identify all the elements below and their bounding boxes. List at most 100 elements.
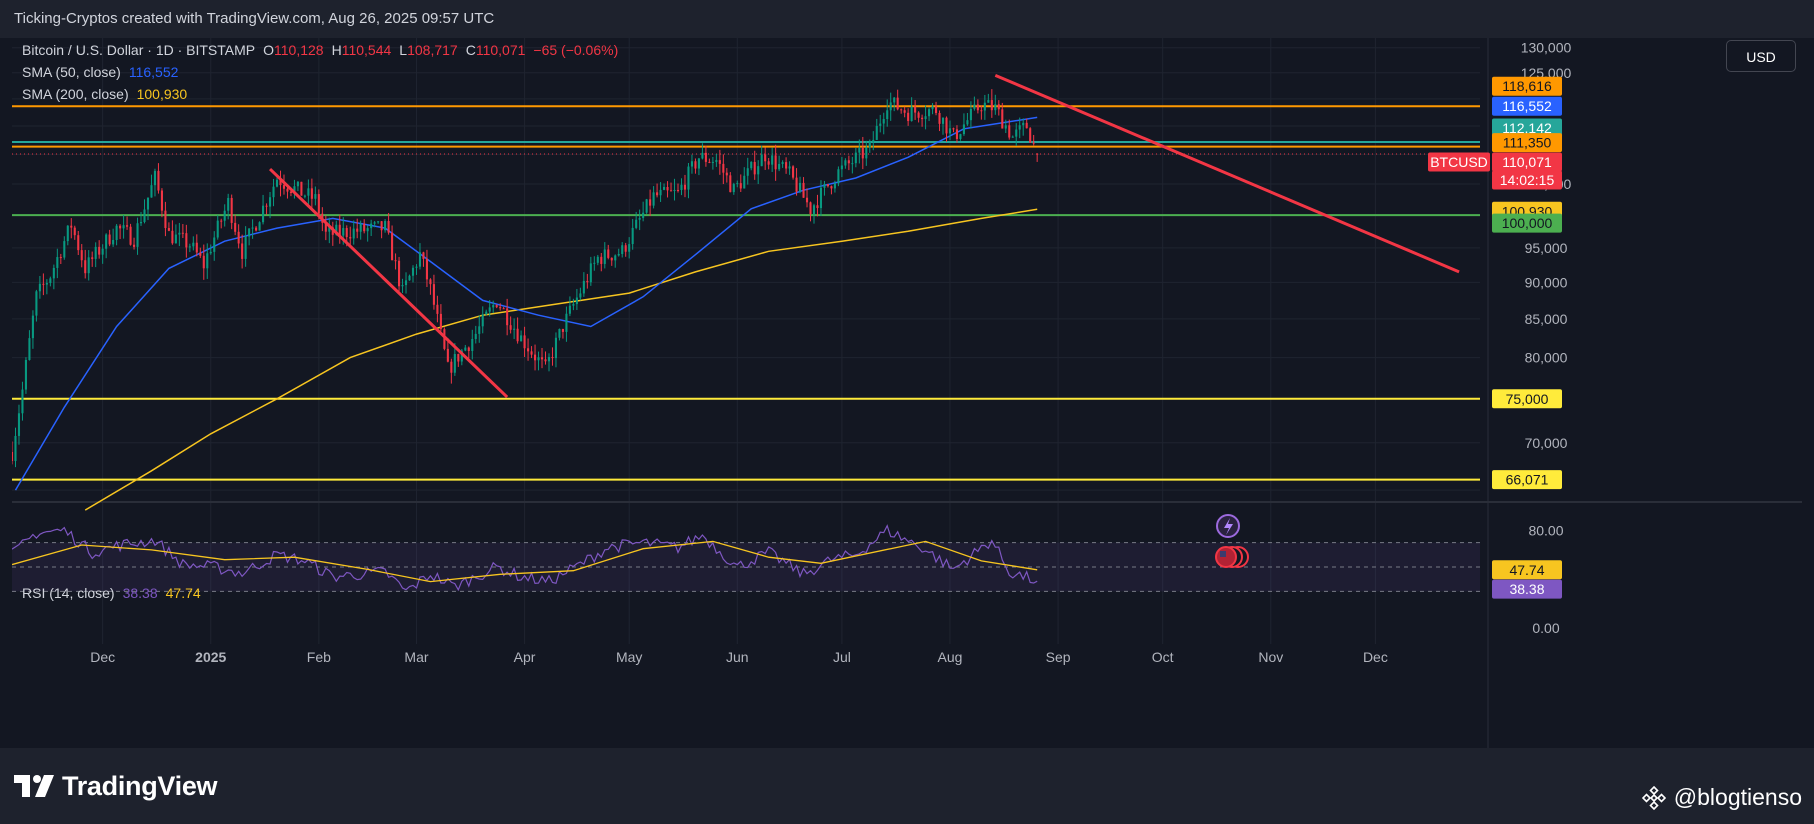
- candle[interactable]: [729, 172, 732, 193]
- candle[interactable]: [251, 219, 254, 239]
- candle[interactable]: [450, 358, 453, 384]
- candle[interactable]: [359, 220, 362, 240]
- candle[interactable]: [1004, 119, 1007, 133]
- candle[interactable]: [352, 220, 355, 245]
- candle[interactable]: [513, 318, 516, 340]
- candle[interactable]: [66, 225, 69, 246]
- candle[interactable]: [785, 157, 788, 174]
- candle[interactable]: [408, 274, 411, 281]
- candle[interactable]: [551, 347, 554, 366]
- candle[interactable]: [206, 243, 209, 279]
- candle[interactable]: [976, 99, 979, 114]
- rsi-ma-badge[interactable]: 47.74: [1492, 560, 1562, 580]
- candle[interactable]: [380, 221, 383, 239]
- candle[interactable]: [840, 156, 843, 178]
- candle[interactable]: [202, 244, 205, 280]
- candle[interactable]: [990, 89, 993, 118]
- candle[interactable]: [833, 180, 836, 193]
- candle[interactable]: [910, 97, 913, 122]
- candle[interactable]: [565, 306, 568, 342]
- candle[interactable]: [523, 326, 526, 357]
- candle[interactable]: [481, 306, 484, 334]
- candle[interactable]: [582, 272, 585, 297]
- candle[interactable]: [499, 303, 502, 311]
- candle[interactable]: [129, 223, 132, 246]
- candle[interactable]: [914, 100, 917, 120]
- candle[interactable]: [921, 114, 924, 127]
- candle[interactable]: [628, 237, 631, 259]
- candle[interactable]: [485, 309, 488, 316]
- candle[interactable]: [575, 288, 578, 311]
- symbol-tag-badge[interactable]: BTCUSD: [1428, 152, 1490, 172]
- candle[interactable]: [192, 236, 195, 251]
- candle[interactable]: [244, 226, 247, 267]
- candle[interactable]: [656, 183, 659, 198]
- candle[interactable]: [328, 217, 331, 244]
- price-chart-svg[interactable]: 130,000125,000105,00095,00090,00085,0008…: [10, 38, 1802, 748]
- candle[interactable]: [704, 145, 707, 167]
- candle[interactable]: [384, 219, 387, 233]
- candle[interactable]: [889, 92, 892, 121]
- last-price-badge[interactable]: 110,071: [1492, 152, 1562, 172]
- candle[interactable]: [429, 278, 432, 295]
- candle[interactable]: [934, 101, 938, 116]
- candle[interactable]: [474, 325, 477, 344]
- candle[interactable]: [464, 344, 467, 352]
- candle[interactable]: [14, 427, 17, 468]
- candle[interactable]: [178, 222, 181, 247]
- candle[interactable]: [966, 112, 969, 126]
- candle[interactable]: [174, 224, 177, 244]
- candle[interactable]: [115, 224, 118, 246]
- candle[interactable]: [718, 149, 721, 175]
- candle[interactable]: [805, 188, 809, 208]
- candle[interactable]: [35, 289, 38, 322]
- candle[interactable]: [645, 198, 648, 214]
- candle[interactable]: [126, 216, 129, 230]
- candle[interactable]: [854, 147, 857, 168]
- candle[interactable]: [272, 178, 275, 207]
- candle[interactable]: [422, 251, 425, 267]
- candle[interactable]: [363, 219, 366, 234]
- candle[interactable]: [823, 180, 826, 196]
- candle[interactable]: [157, 163, 160, 194]
- candle[interactable]: [544, 351, 547, 365]
- candle[interactable]: [119, 224, 122, 240]
- candle[interactable]: [101, 244, 104, 264]
- candle[interactable]: [80, 244, 83, 268]
- candle[interactable]: [164, 201, 167, 237]
- candle[interactable]: [547, 353, 551, 372]
- candle[interactable]: [868, 139, 871, 153]
- candle[interactable]: [886, 99, 889, 127]
- candle[interactable]: [624, 242, 627, 257]
- candle[interactable]: [830, 185, 833, 195]
- candle[interactable]: [847, 155, 850, 171]
- candle[interactable]: [799, 176, 802, 194]
- candle[interactable]: [725, 168, 728, 183]
- candle[interactable]: [980, 105, 983, 120]
- candle[interactable]: [837, 166, 840, 187]
- candle[interactable]: [418, 243, 422, 270]
- candle[interactable]: [711, 156, 714, 170]
- candle[interactable]: [223, 204, 226, 227]
- candle[interactable]: [893, 97, 896, 112]
- candle[interactable]: [607, 244, 610, 260]
- candle[interactable]: [969, 101, 972, 129]
- candle[interactable]: [181, 224, 184, 239]
- candle[interactable]: [802, 177, 805, 198]
- candle[interactable]: [188, 243, 191, 253]
- candle[interactable]: [401, 278, 404, 294]
- candle[interactable]: [122, 215, 125, 239]
- candle[interactable]: [635, 211, 638, 230]
- candle[interactable]: [471, 329, 474, 360]
- candle[interactable]: [255, 226, 258, 232]
- candle[interactable]: [167, 222, 170, 232]
- candle[interactable]: [945, 116, 948, 142]
- candle[interactable]: [955, 125, 959, 143]
- candle[interactable]: [91, 251, 94, 267]
- candle[interactable]: [310, 178, 313, 210]
- candle[interactable]: [506, 298, 509, 336]
- candle[interactable]: [959, 133, 962, 141]
- candle[interactable]: [495, 304, 498, 309]
- candle[interactable]: [900, 108, 903, 114]
- candle[interactable]: [398, 256, 401, 295]
